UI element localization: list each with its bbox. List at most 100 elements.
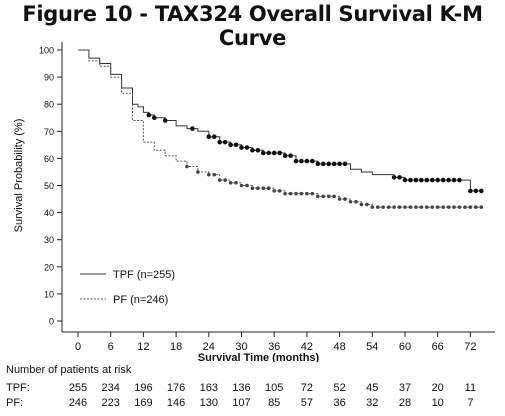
censor-mark (354, 199, 358, 204)
censor-mark (408, 177, 413, 183)
censor-mark (315, 161, 321, 167)
censor-mark (304, 158, 310, 164)
censor-mark (239, 145, 244, 150)
censor-mark (326, 161, 332, 167)
censor-mark (342, 161, 348, 167)
risk-value: 10 (431, 397, 444, 409)
risk-value: 32 (366, 397, 379, 409)
censor-mark (233, 142, 239, 148)
censor-mark (239, 183, 244, 188)
risk-value: 105 (265, 382, 284, 394)
censor-mark (190, 126, 195, 131)
risk-value: 130 (199, 397, 218, 409)
censor-mark (397, 175, 402, 180)
censor-mark (425, 205, 429, 209)
censor-mark (403, 205, 407, 209)
censor-mark (146, 112, 152, 118)
series-line-pf (78, 49, 482, 208)
censor-mark (419, 205, 424, 209)
censor-mark (256, 186, 260, 191)
censor-mark (245, 183, 249, 188)
censor-mark (337, 161, 342, 167)
censor-mark (348, 199, 353, 204)
censor-mark (310, 191, 315, 196)
censor-mark (440, 177, 446, 183)
x-tick-label: 24 (203, 341, 215, 353)
y-tick-label: 60 (44, 154, 54, 164)
censor-mark (474, 205, 478, 209)
censor-mark (212, 172, 217, 177)
censor-mark (337, 197, 342, 201)
censor-mark (375, 205, 380, 209)
censor-mark (266, 150, 272, 156)
censor-mark (294, 191, 298, 196)
censor-mark (217, 139, 222, 145)
y-axis-label: Survival Probability (%) (13, 119, 25, 233)
y-tick-label: 70 (44, 127, 54, 137)
risk-value: 163 (199, 382, 218, 394)
x-tick-label: 6 (108, 341, 114, 353)
y-tick-label: 0 (49, 317, 54, 327)
censor-mark (332, 194, 336, 199)
censor-mark (228, 142, 233, 148)
censor-mark (283, 191, 287, 196)
censor-mark (234, 180, 238, 185)
censor-mark (277, 150, 282, 156)
censor-mark (386, 205, 391, 209)
censor-mark (320, 161, 326, 167)
risk-value: 72 (300, 382, 314, 394)
censor-mark (310, 158, 315, 164)
censor-mark (326, 194, 331, 199)
risk-value: 11 (464, 382, 477, 394)
x-tick-label: 36 (268, 341, 280, 353)
risk-value: 196 (134, 382, 153, 394)
censor-mark (271, 150, 277, 156)
censor-mark (185, 164, 189, 169)
x-tick-label: 54 (366, 341, 378, 353)
censor-mark (277, 189, 282, 193)
censor-mark (430, 205, 435, 209)
censor-mark (381, 205, 386, 209)
legend-label-tpf: TPF (n=255) (113, 269, 175, 281)
risk-table-heading: Number of patients at risk (6, 364, 132, 376)
censor-mark (211, 134, 217, 140)
censor-mark (413, 177, 419, 183)
censor-mark (266, 186, 271, 191)
censor-mark (288, 153, 293, 158)
censor-mark (222, 139, 228, 145)
risk-value: 28 (398, 397, 412, 409)
risk-table: Number of patients at risk TPF: 255 234 19… (0, 362, 505, 416)
censor-mark (316, 194, 320, 199)
risk-value: 45 (366, 382, 379, 394)
censor-mark (457, 205, 462, 209)
x-tick-label: 0 (75, 341, 81, 353)
x-tick-label: 60 (399, 341, 411, 353)
censor-mark (244, 145, 250, 150)
risk-value: 223 (101, 397, 120, 409)
y-tick-label: 30 (44, 235, 54, 245)
risk-value: 52 (333, 382, 346, 394)
censor-mark (424, 177, 430, 183)
censor-mark (435, 177, 441, 183)
censor-mark (217, 178, 222, 182)
x-tick-label: 48 (333, 341, 345, 353)
censor-mark (479, 205, 484, 209)
x-tick-label: 18 (170, 341, 182, 353)
censor-mark (359, 202, 364, 207)
censor-mark (457, 177, 462, 183)
risk-value: 136 (232, 382, 251, 394)
censor-mark (250, 147, 255, 153)
censor-mark (446, 205, 451, 209)
censor-mark (196, 170, 200, 174)
x-tick-label: 72 (464, 341, 476, 353)
censor-mark (441, 205, 445, 209)
censor-mark (391, 175, 397, 180)
risk-row-tpf: TPF: 255 234 196 176 163 136 105 72 52 45 37 20 11 (0, 382, 505, 396)
censor-mark (299, 191, 304, 196)
censor-mark (255, 147, 261, 153)
y-tick-label: 100 (39, 46, 54, 56)
censor-mark (365, 202, 369, 207)
censor-mark (429, 177, 435, 183)
censor-mark (343, 197, 347, 201)
x-axis-label: Survival Time (months) (198, 352, 320, 362)
